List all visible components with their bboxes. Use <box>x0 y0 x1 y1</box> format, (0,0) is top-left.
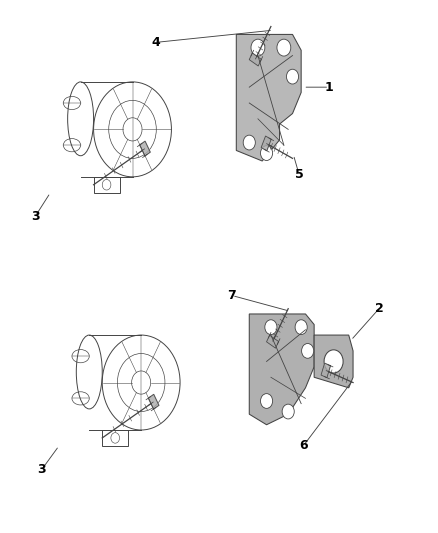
Circle shape <box>251 39 265 56</box>
Text: 7: 7 <box>228 289 237 302</box>
Polygon shape <box>314 335 353 388</box>
Polygon shape <box>236 35 301 161</box>
Polygon shape <box>140 141 150 156</box>
Circle shape <box>295 320 307 335</box>
Circle shape <box>261 146 272 160</box>
Text: 5: 5 <box>295 168 304 181</box>
Text: 1: 1 <box>325 80 334 94</box>
Polygon shape <box>321 363 330 378</box>
Text: 3: 3 <box>37 463 46 476</box>
Circle shape <box>286 69 299 84</box>
Circle shape <box>324 350 343 373</box>
Polygon shape <box>261 136 271 151</box>
Circle shape <box>277 39 291 56</box>
Circle shape <box>282 404 294 419</box>
Text: 4: 4 <box>152 36 161 49</box>
Text: 3: 3 <box>31 210 39 223</box>
Circle shape <box>265 320 277 335</box>
Text: 6: 6 <box>299 439 307 453</box>
Polygon shape <box>249 314 314 425</box>
Circle shape <box>243 135 255 150</box>
Text: 2: 2 <box>374 302 383 315</box>
Polygon shape <box>267 335 279 348</box>
Polygon shape <box>148 394 159 409</box>
Circle shape <box>261 393 272 408</box>
Polygon shape <box>249 53 261 66</box>
Circle shape <box>302 343 314 358</box>
